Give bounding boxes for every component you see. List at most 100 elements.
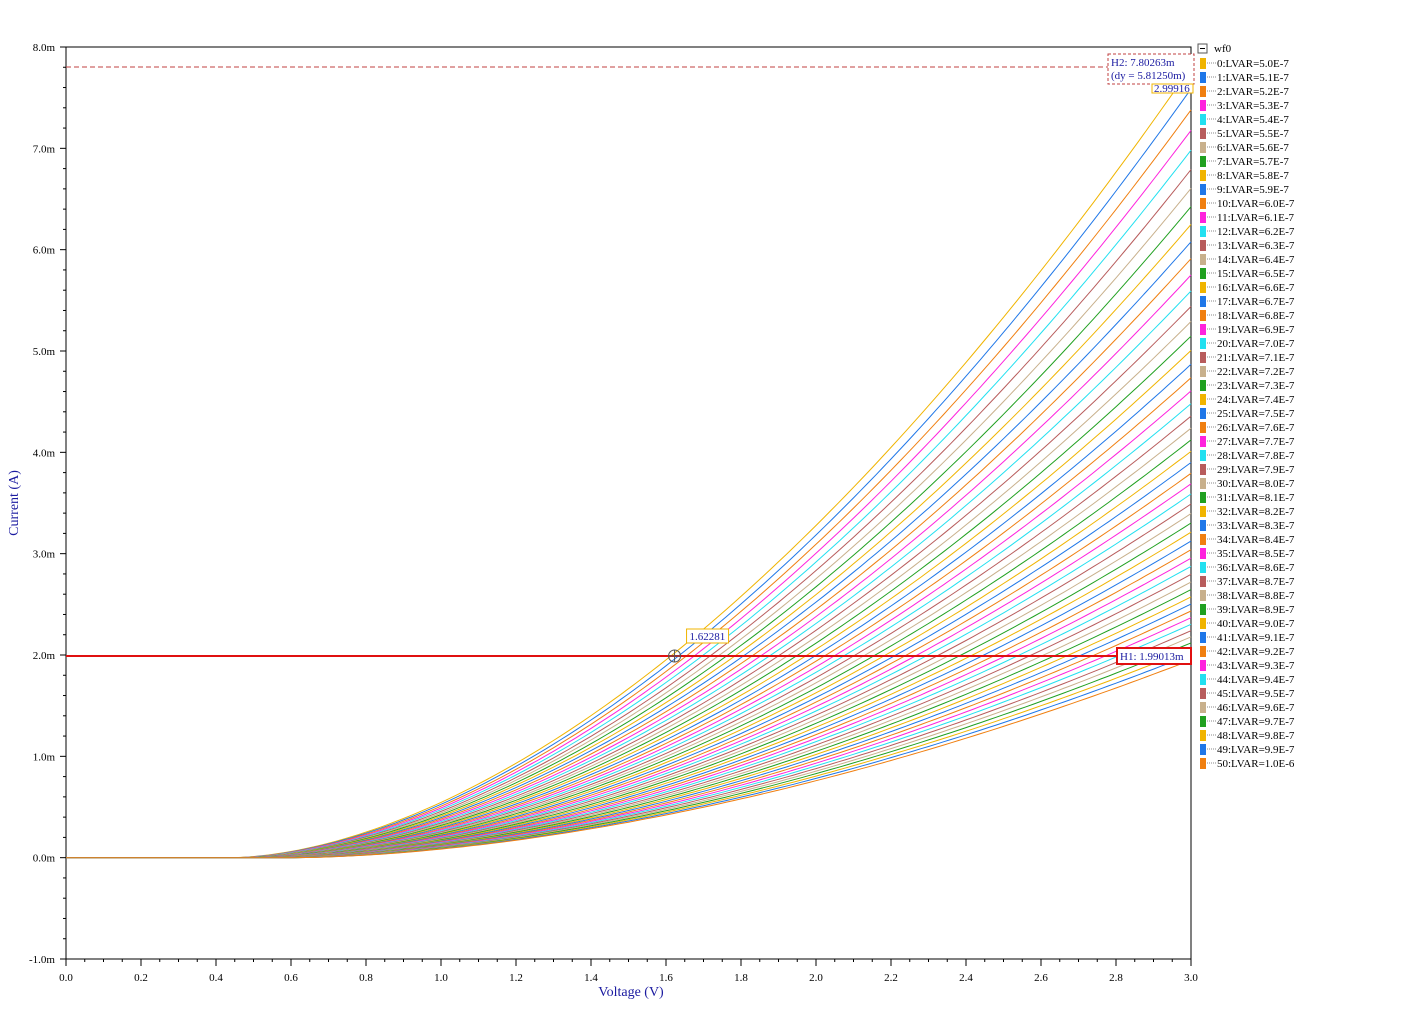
legend-entry[interactable]: 36:LVAR=8.6E-7	[1217, 562, 1295, 574]
legend-swatch[interactable]	[1200, 702, 1206, 713]
legend-swatch[interactable]	[1200, 464, 1206, 475]
legend-entry[interactable]: 29:LVAR=7.9E-7	[1217, 464, 1295, 476]
legend-swatch[interactable]	[1200, 282, 1206, 293]
legend-swatch[interactable]	[1200, 604, 1206, 615]
legend-entry[interactable]: 15:LVAR=6.5E-7	[1217, 268, 1295, 280]
legend-swatch[interactable]	[1200, 268, 1206, 279]
legend-swatch[interactable]	[1200, 72, 1206, 83]
legend-swatch[interactable]	[1200, 408, 1206, 419]
legend-swatch[interactable]	[1200, 254, 1206, 265]
legend-swatch[interactable]	[1200, 198, 1206, 209]
legend-entry[interactable]: 43:LVAR=9.3E-7	[1217, 660, 1295, 672]
legend-swatch[interactable]	[1200, 338, 1206, 349]
legend-entry[interactable]: 24:LVAR=7.4E-7	[1217, 394, 1295, 406]
legend-entry[interactable]: 40:LVAR=9.0E-7	[1217, 618, 1295, 630]
legend-swatch[interactable]	[1200, 450, 1206, 461]
legend-entry[interactable]: 18:LVAR=6.8E-7	[1217, 310, 1295, 322]
legend-swatch[interactable]	[1200, 520, 1206, 531]
legend-entry[interactable]: 17:LVAR=6.7E-7	[1217, 296, 1295, 308]
legend-swatch[interactable]	[1200, 212, 1206, 223]
legend-swatch[interactable]	[1200, 394, 1206, 405]
legend-entry[interactable]: 39:LVAR=8.9E-7	[1217, 604, 1295, 616]
legend-entry[interactable]: 20:LVAR=7.0E-7	[1217, 338, 1295, 350]
legend-entry[interactable]: 7:LVAR=5.7E-7	[1217, 156, 1289, 168]
legend-entry[interactable]: 6:LVAR=5.6E-7	[1217, 142, 1289, 154]
legend-entry[interactable]: 10:LVAR=6.0E-7	[1217, 198, 1295, 210]
legend-entry[interactable]: 27:LVAR=7.7E-7	[1217, 436, 1295, 448]
legend-swatch[interactable]	[1200, 352, 1206, 363]
legend-swatch[interactable]	[1200, 758, 1206, 769]
legend-swatch[interactable]	[1200, 646, 1206, 657]
h2-marker-box[interactable]	[1107, 53, 1195, 85]
legend-entry[interactable]: 19:LVAR=6.9E-7	[1217, 324, 1295, 336]
legend-swatch[interactable]	[1200, 618, 1206, 629]
legend-swatch[interactable]	[1200, 506, 1206, 517]
legend-swatch[interactable]	[1200, 184, 1206, 195]
legend-swatch[interactable]	[1200, 296, 1206, 307]
legend-swatch[interactable]	[1200, 422, 1206, 433]
legend-swatch[interactable]	[1200, 240, 1206, 251]
legend-swatch[interactable]	[1200, 128, 1206, 139]
legend[interactable]: wf0 0:LVAR=5.0E-7 1:LVAR=5.1E-7 2:LVAR=5.2E…	[1197, 43, 1295, 770]
legend-entry[interactable]: 49:LVAR=9.9E-7	[1217, 744, 1295, 756]
legend-swatch[interactable]	[1200, 436, 1206, 447]
legend-entry[interactable]: 33:LVAR=8.3E-7	[1217, 520, 1295, 532]
legend-swatch[interactable]	[1200, 100, 1206, 111]
legend-swatch[interactable]	[1200, 590, 1206, 601]
legend-entry[interactable]: 26:LVAR=7.6E-7	[1217, 422, 1295, 434]
legend-entry[interactable]: 11:LVAR=6.1E-7	[1217, 212, 1295, 224]
legend-entry[interactable]: 3:LVAR=5.3E-7	[1217, 100, 1289, 112]
legend-swatch[interactable]	[1200, 534, 1206, 545]
legend-swatch[interactable]	[1200, 548, 1206, 559]
legend-swatch[interactable]	[1200, 744, 1206, 755]
legend-entry[interactable]: 9:LVAR=5.9E-7	[1217, 184, 1289, 196]
legend-swatch[interactable]	[1200, 58, 1206, 69]
legend-swatch[interactable]	[1200, 310, 1206, 321]
legend-entry[interactable]: 37:LVAR=8.7E-7	[1217, 576, 1295, 588]
legend-entry[interactable]: 45:LVAR=9.5E-7	[1217, 688, 1295, 700]
legend-swatch[interactable]	[1200, 562, 1206, 573]
legend-entry[interactable]: 42:LVAR=9.2E-7	[1217, 646, 1295, 658]
legend-entry[interactable]: 0:LVAR=5.0E-7	[1217, 58, 1289, 70]
legend-entry[interactable]: 16:LVAR=6.6E-7	[1217, 282, 1295, 294]
legend-entry[interactable]: 30:LVAR=8.0E-7	[1217, 478, 1295, 490]
legend-swatch[interactable]	[1200, 366, 1206, 377]
legend-entry[interactable]: 22:LVAR=7.2E-7	[1217, 366, 1295, 378]
legend-entry[interactable]: 32:LVAR=8.2E-7	[1217, 506, 1295, 518]
legend-entry[interactable]: 13:LVAR=6.3E-7	[1217, 240, 1295, 252]
legend-swatch[interactable]	[1200, 660, 1206, 671]
legend-entry[interactable]: 38:LVAR=8.8E-7	[1217, 590, 1295, 602]
legend-entry[interactable]: 44:LVAR=9.4E-7	[1217, 674, 1295, 686]
legend-entry[interactable]: 48:LVAR=9.8E-7	[1217, 730, 1295, 742]
legend-entry[interactable]: 4:LVAR=5.4E-7	[1217, 114, 1289, 126]
legend-entry[interactable]: 14:LVAR=6.4E-7	[1217, 254, 1295, 266]
legend-entry[interactable]: 34:LVAR=8.4E-7	[1217, 534, 1295, 546]
legend-entry[interactable]: 50:LVAR=1.0E-6	[1217, 758, 1295, 770]
legend-swatch[interactable]	[1200, 86, 1206, 97]
legend-entry[interactable]: 12:LVAR=6.2E-7	[1217, 226, 1295, 238]
legend-entry[interactable]: 23:LVAR=7.3E-7	[1217, 380, 1295, 392]
legend-swatch[interactable]	[1200, 674, 1206, 685]
legend-swatch[interactable]	[1200, 324, 1206, 335]
legend-entry[interactable]: 35:LVAR=8.5E-7	[1217, 548, 1295, 560]
legend-swatch[interactable]	[1200, 156, 1206, 167]
legend-entry[interactable]: 31:LVAR=8.1E-7	[1217, 492, 1295, 504]
legend-swatch[interactable]	[1200, 142, 1206, 153]
legend-swatch[interactable]	[1200, 226, 1206, 237]
legend-entry[interactable]: 46:LVAR=9.6E-7	[1217, 702, 1295, 714]
legend-swatch[interactable]	[1200, 716, 1206, 727]
legend-swatch[interactable]	[1200, 170, 1206, 181]
legend-swatch[interactable]	[1200, 632, 1206, 643]
legend-swatch[interactable]	[1200, 576, 1206, 587]
h1-marker-box[interactable]	[1116, 647, 1192, 666]
legend-swatch[interactable]	[1200, 114, 1206, 125]
legend-entry[interactable]: 1:LVAR=5.1E-7	[1217, 72, 1289, 84]
legend-swatch[interactable]	[1200, 730, 1206, 741]
legend-entry[interactable]: 25:LVAR=7.5E-7	[1217, 408, 1295, 420]
legend-swatch[interactable]	[1200, 492, 1206, 503]
legend-swatch[interactable]	[1200, 380, 1206, 391]
legend-entry[interactable]: 28:LVAR=7.8E-7	[1217, 450, 1295, 462]
legend-entry[interactable]: 47:LVAR=9.7E-7	[1217, 716, 1295, 728]
legend-entry[interactable]: 8:LVAR=5.8E-7	[1217, 170, 1289, 182]
legend-entry[interactable]: 2:LVAR=5.2E-7	[1217, 86, 1289, 98]
